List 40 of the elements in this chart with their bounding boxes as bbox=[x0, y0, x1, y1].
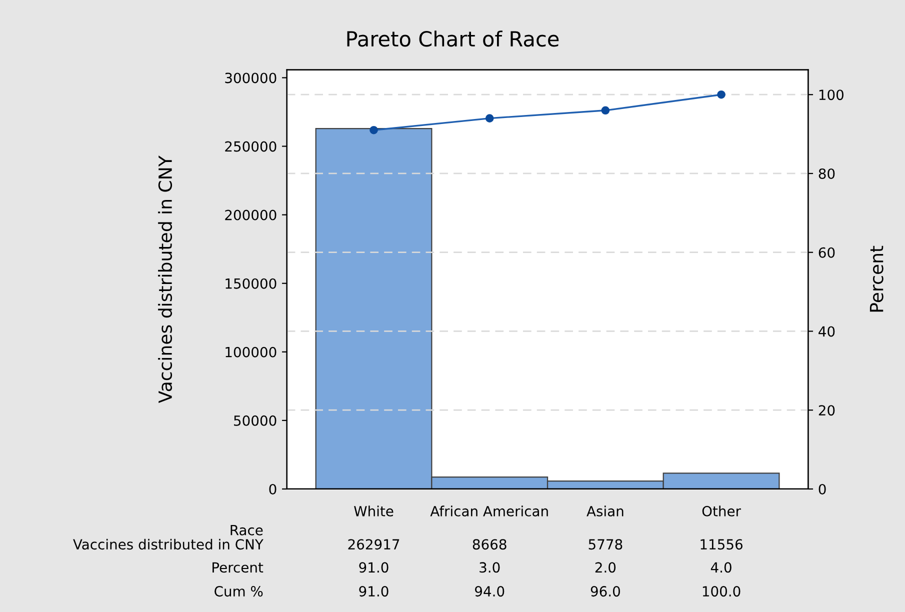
data-label: 94.0 bbox=[475, 586, 504, 597]
y-tick-label: 300000 bbox=[225, 72, 276, 84]
data-label: 91.0 bbox=[359, 586, 388, 597]
point bbox=[601, 106, 610, 115]
y-tick-label: 100000 bbox=[226, 346, 276, 358]
y-tick-label: 150000 bbox=[226, 278, 276, 289]
x-tick-label: Asian bbox=[586, 506, 624, 516]
y-axis-title: Vaccines distributed in CNY bbox=[158, 156, 172, 404]
point bbox=[717, 90, 726, 99]
point bbox=[485, 114, 494, 122]
y2-tick-label: 60 bbox=[818, 247, 835, 258]
y2-tick-label: 100 bbox=[819, 90, 844, 100]
y-tick-label: 200000 bbox=[225, 210, 276, 220]
y2-tick-label: 0 bbox=[818, 484, 826, 494]
y2-tick-label: 20 bbox=[818, 405, 835, 416]
data-label: 100.0 bbox=[702, 586, 740, 597]
text: Percent bbox=[212, 562, 264, 573]
data-label: 11556 bbox=[700, 539, 742, 550]
data-label: 262917 bbox=[348, 539, 400, 550]
point bbox=[370, 126, 378, 134]
y-tick-label: 50000 bbox=[234, 415, 276, 426]
x-tick-label: Other bbox=[702, 506, 741, 516]
data-label: 8668 bbox=[472, 539, 506, 550]
y-tick-label: 250000 bbox=[225, 141, 276, 152]
text: 2.0 bbox=[595, 562, 616, 573]
text: 3.0 bbox=[480, 562, 500, 573]
y-tick-label: 0 bbox=[269, 484, 276, 494]
text: 4.0 bbox=[710, 562, 732, 573]
y2-tick-label: 40 bbox=[818, 326, 835, 337]
x-tick-label: African American bbox=[430, 506, 548, 516]
text: Cum % bbox=[214, 586, 263, 597]
data-label: 96.0 bbox=[590, 586, 620, 597]
data-label: 5778 bbox=[588, 539, 622, 550]
y2-tick-label: 80 bbox=[818, 168, 835, 179]
text: Vaccines distributed in CNY bbox=[73, 538, 264, 550]
x-tick-label: White bbox=[354, 506, 394, 516]
chart-title: Pareto Chart of Race bbox=[347, 30, 559, 47]
text: 91.0 bbox=[359, 562, 388, 573]
y2-axis-title: Percent bbox=[870, 246, 884, 312]
x-axis-title: Race bbox=[230, 525, 263, 536]
